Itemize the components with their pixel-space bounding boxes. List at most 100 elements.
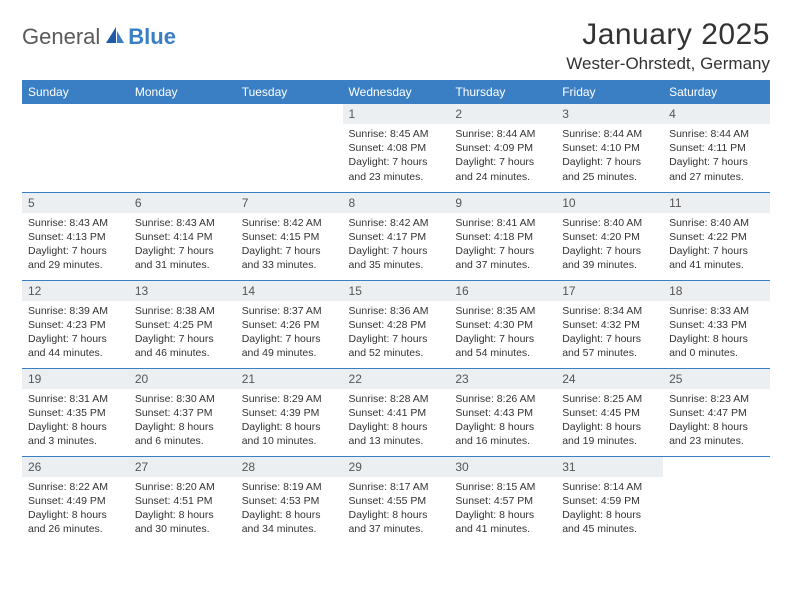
day-day1-line: Daylight: 7 hours	[562, 332, 657, 346]
day-sunset-line: Sunset: 4:43 PM	[455, 406, 550, 420]
calendar-day-cell: 25Sunrise: 8:23 AMSunset: 4:47 PMDayligh…	[663, 368, 770, 456]
day-sunset-line: Sunset: 4:14 PM	[135, 230, 230, 244]
day-sunset-line: Sunset: 4:30 PM	[455, 318, 550, 332]
calendar-day-cell: 8Sunrise: 8:42 AMSunset: 4:17 PMDaylight…	[343, 192, 450, 280]
day-day2-line: and 19 minutes.	[562, 434, 657, 448]
day-content: Sunrise: 8:22 AMSunset: 4:49 PMDaylight:…	[22, 477, 129, 541]
day-number: 1	[343, 104, 450, 124]
day-content: Sunrise: 8:42 AMSunset: 4:17 PMDaylight:…	[343, 213, 450, 277]
day-day2-line: and 13 minutes.	[349, 434, 444, 448]
calendar-day-cell: 19Sunrise: 8:31 AMSunset: 4:35 PMDayligh…	[22, 368, 129, 456]
calendar-day-cell: 14Sunrise: 8:37 AMSunset: 4:26 PMDayligh…	[236, 280, 343, 368]
day-content: Sunrise: 8:15 AMSunset: 4:57 PMDaylight:…	[449, 477, 556, 541]
calendar-day-cell: 22Sunrise: 8:28 AMSunset: 4:41 PMDayligh…	[343, 368, 450, 456]
day-day2-line: and 29 minutes.	[28, 258, 123, 272]
day-number: 19	[22, 369, 129, 389]
day-content: Sunrise: 8:40 AMSunset: 4:20 PMDaylight:…	[556, 213, 663, 277]
day-day2-line: and 49 minutes.	[242, 346, 337, 360]
day-sunset-line: Sunset: 4:17 PM	[349, 230, 444, 244]
weekday-header: Saturday	[663, 80, 770, 104]
day-day2-line: and 46 minutes.	[135, 346, 230, 360]
day-sunrise-line: Sunrise: 8:40 AM	[669, 216, 764, 230]
day-content: Sunrise: 8:25 AMSunset: 4:45 PMDaylight:…	[556, 389, 663, 453]
day-day2-line: and 10 minutes.	[242, 434, 337, 448]
day-sunrise-line: Sunrise: 8:36 AM	[349, 304, 444, 318]
day-sunrise-line: Sunrise: 8:45 AM	[349, 127, 444, 141]
day-day1-line: Daylight: 8 hours	[669, 332, 764, 346]
calendar-day-cell: 20Sunrise: 8:30 AMSunset: 4:37 PMDayligh…	[129, 368, 236, 456]
day-sunrise-line: Sunrise: 8:44 AM	[455, 127, 550, 141]
day-content: Sunrise: 8:44 AMSunset: 4:10 PMDaylight:…	[556, 124, 663, 188]
day-content: Sunrise: 8:36 AMSunset: 4:28 PMDaylight:…	[343, 301, 450, 365]
day-sunset-line: Sunset: 4:08 PM	[349, 141, 444, 155]
calendar-day-cell: 26Sunrise: 8:22 AMSunset: 4:49 PMDayligh…	[22, 456, 129, 544]
day-number: 18	[663, 281, 770, 301]
day-sunrise-line: Sunrise: 8:43 AM	[135, 216, 230, 230]
calendar-day-cell: 9Sunrise: 8:41 AMSunset: 4:18 PMDaylight…	[449, 192, 556, 280]
day-day2-line: and 0 minutes.	[669, 346, 764, 360]
day-sunrise-line: Sunrise: 8:44 AM	[562, 127, 657, 141]
day-sunset-line: Sunset: 4:28 PM	[349, 318, 444, 332]
day-day1-line: Daylight: 7 hours	[669, 244, 764, 258]
day-content: Sunrise: 8:45 AMSunset: 4:08 PMDaylight:…	[343, 124, 450, 188]
calendar-day-cell	[236, 104, 343, 192]
day-day2-line: and 3 minutes.	[28, 434, 123, 448]
day-day2-line: and 6 minutes.	[135, 434, 230, 448]
day-day1-line: Daylight: 7 hours	[669, 155, 764, 169]
day-sunset-line: Sunset: 4:11 PM	[669, 141, 764, 155]
day-sunrise-line: Sunrise: 8:19 AM	[242, 480, 337, 494]
day-sunset-line: Sunset: 4:18 PM	[455, 230, 550, 244]
day-number: 16	[449, 281, 556, 301]
day-sunset-line: Sunset: 4:35 PM	[28, 406, 123, 420]
day-day2-line: and 25 minutes.	[562, 170, 657, 184]
calendar-week-row: 5Sunrise: 8:43 AMSunset: 4:13 PMDaylight…	[22, 192, 770, 280]
day-day1-line: Daylight: 7 hours	[242, 332, 337, 346]
day-sunrise-line: Sunrise: 8:38 AM	[135, 304, 230, 318]
calendar-day-cell: 10Sunrise: 8:40 AMSunset: 4:20 PMDayligh…	[556, 192, 663, 280]
day-sunrise-line: Sunrise: 8:15 AM	[455, 480, 550, 494]
day-day1-line: Daylight: 7 hours	[135, 244, 230, 258]
day-day1-line: Daylight: 8 hours	[562, 508, 657, 522]
day-day2-line: and 44 minutes.	[28, 346, 123, 360]
day-content: Sunrise: 8:28 AMSunset: 4:41 PMDaylight:…	[343, 389, 450, 453]
day-content: Sunrise: 8:17 AMSunset: 4:55 PMDaylight:…	[343, 477, 450, 541]
calendar-day-cell: 11Sunrise: 8:40 AMSunset: 4:22 PMDayligh…	[663, 192, 770, 280]
day-day1-line: Daylight: 8 hours	[135, 420, 230, 434]
day-number: 12	[22, 281, 129, 301]
day-sunrise-line: Sunrise: 8:42 AM	[242, 216, 337, 230]
day-sunrise-line: Sunrise: 8:22 AM	[28, 480, 123, 494]
day-sunrise-line: Sunrise: 8:14 AM	[562, 480, 657, 494]
calendar-day-cell	[129, 104, 236, 192]
day-day2-line: and 52 minutes.	[349, 346, 444, 360]
day-sunrise-line: Sunrise: 8:17 AM	[349, 480, 444, 494]
calendar-day-cell: 12Sunrise: 8:39 AMSunset: 4:23 PMDayligh…	[22, 280, 129, 368]
day-day2-line: and 23 minutes.	[349, 170, 444, 184]
day-content: Sunrise: 8:39 AMSunset: 4:23 PMDaylight:…	[22, 301, 129, 365]
day-day1-line: Daylight: 7 hours	[242, 244, 337, 258]
day-number: 26	[22, 457, 129, 477]
day-sunrise-line: Sunrise: 8:42 AM	[349, 216, 444, 230]
calendar-day-cell: 15Sunrise: 8:36 AMSunset: 4:28 PMDayligh…	[343, 280, 450, 368]
day-day1-line: Daylight: 7 hours	[455, 332, 550, 346]
day-sunrise-line: Sunrise: 8:33 AM	[669, 304, 764, 318]
day-day1-line: Daylight: 8 hours	[28, 508, 123, 522]
day-sunset-line: Sunset: 4:47 PM	[669, 406, 764, 420]
day-day1-line: Daylight: 8 hours	[455, 420, 550, 434]
day-day2-line: and 57 minutes.	[562, 346, 657, 360]
day-day2-line: and 23 minutes.	[669, 434, 764, 448]
sail-icon	[104, 25, 126, 50]
day-day1-line: Daylight: 8 hours	[669, 420, 764, 434]
day-day1-line: Daylight: 8 hours	[242, 420, 337, 434]
brand-logo: General Blue	[22, 18, 176, 50]
calendar-week-row: 12Sunrise: 8:39 AMSunset: 4:23 PMDayligh…	[22, 280, 770, 368]
brand-text-general: General	[22, 24, 100, 50]
day-sunset-line: Sunset: 4:37 PM	[135, 406, 230, 420]
day-day2-line: and 41 minutes.	[455, 522, 550, 536]
day-day1-line: Daylight: 7 hours	[135, 332, 230, 346]
day-sunset-line: Sunset: 4:15 PM	[242, 230, 337, 244]
day-number: 25	[663, 369, 770, 389]
calendar-body: 1Sunrise: 8:45 AMSunset: 4:08 PMDaylight…	[22, 104, 770, 544]
day-sunrise-line: Sunrise: 8:40 AM	[562, 216, 657, 230]
day-number: 7	[236, 193, 343, 213]
day-content: Sunrise: 8:23 AMSunset: 4:47 PMDaylight:…	[663, 389, 770, 453]
